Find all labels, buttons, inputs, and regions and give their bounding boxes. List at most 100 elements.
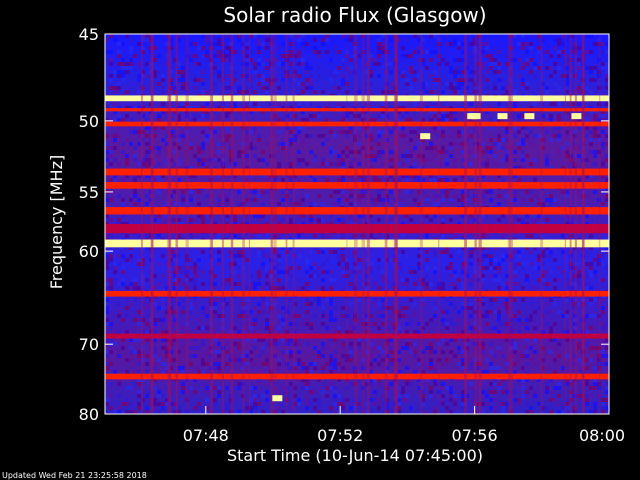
noise-cell bbox=[445, 342, 449, 346]
noise-cell bbox=[377, 234, 381, 238]
noise-cell bbox=[409, 378, 413, 382]
noise-cell bbox=[105, 286, 109, 290]
noise-cell bbox=[517, 218, 521, 222]
noise-cell bbox=[285, 34, 289, 38]
noise-cell bbox=[389, 314, 393, 318]
noise-cell bbox=[185, 322, 189, 326]
noise-cell bbox=[149, 298, 153, 302]
noise-cell bbox=[521, 42, 525, 46]
time-streak bbox=[285, 34, 288, 414]
noise-cell bbox=[581, 254, 585, 258]
noise-cell bbox=[517, 114, 521, 118]
noise-cell bbox=[257, 134, 261, 138]
noise-cell bbox=[469, 162, 473, 166]
chart-title: Solar radio Flux (Glasgow) bbox=[223, 3, 486, 27]
time-streak bbox=[270, 34, 273, 414]
noise-cell bbox=[205, 174, 209, 178]
noise-cell bbox=[117, 162, 121, 166]
noise-cell bbox=[253, 406, 257, 410]
noise-cell bbox=[573, 362, 577, 366]
noise-cell bbox=[337, 102, 341, 106]
noise-cell bbox=[205, 54, 209, 58]
noise-cell bbox=[145, 314, 149, 318]
noise-cell bbox=[397, 398, 401, 402]
noise-cell bbox=[437, 250, 441, 254]
noise-cell bbox=[489, 382, 493, 386]
noise-cell bbox=[565, 150, 569, 154]
noise-cell bbox=[469, 58, 473, 62]
noise-cell bbox=[437, 134, 441, 138]
noise-cell bbox=[305, 286, 309, 290]
noise-cell bbox=[389, 90, 393, 94]
noise-cell bbox=[133, 350, 137, 354]
noise-cell bbox=[581, 350, 585, 354]
noise-cell bbox=[477, 362, 481, 366]
noise-cell bbox=[549, 102, 553, 106]
noise-cell bbox=[441, 150, 445, 154]
noise-cell bbox=[293, 134, 297, 138]
noise-cell bbox=[493, 86, 497, 90]
noise-cell bbox=[253, 306, 257, 310]
noise-cell bbox=[577, 62, 581, 66]
noise-cell bbox=[465, 346, 469, 350]
noise-cell bbox=[321, 370, 325, 374]
noise-cell bbox=[137, 262, 141, 266]
noise-cell bbox=[349, 214, 353, 218]
noise-cell bbox=[509, 34, 513, 38]
noise-cell bbox=[117, 262, 121, 266]
noise-cell bbox=[533, 158, 537, 162]
noise-cell bbox=[377, 190, 381, 194]
noise-cell bbox=[237, 154, 241, 158]
noise-cell bbox=[229, 150, 233, 154]
noise-cell bbox=[177, 34, 181, 38]
noise-cell bbox=[257, 42, 261, 46]
noise-cell bbox=[209, 254, 213, 258]
noise-cell bbox=[137, 370, 141, 374]
noise-cell bbox=[473, 38, 477, 42]
noise-cell bbox=[277, 262, 281, 266]
noise-cell bbox=[153, 134, 157, 138]
noise-cell bbox=[141, 282, 145, 286]
noise-cell bbox=[501, 158, 505, 162]
noise-cell bbox=[521, 126, 525, 130]
noise-cell bbox=[581, 362, 585, 366]
noise-cell bbox=[545, 90, 549, 94]
noise-cell bbox=[597, 382, 601, 386]
noise-cell bbox=[437, 42, 441, 46]
noise-cell bbox=[589, 126, 593, 130]
noise-cell bbox=[149, 338, 153, 342]
noise-cell bbox=[189, 174, 193, 178]
noise-cell bbox=[481, 110, 485, 114]
noise-cell bbox=[601, 278, 605, 282]
noise-cell bbox=[297, 362, 301, 366]
noise-cell bbox=[297, 38, 301, 42]
noise-cell bbox=[301, 82, 305, 86]
noise-cell bbox=[241, 382, 245, 386]
noise-cell bbox=[197, 118, 201, 122]
noise-cell bbox=[349, 354, 353, 358]
noise-cell bbox=[533, 214, 537, 218]
noise-cell bbox=[521, 114, 525, 118]
noise-cell bbox=[233, 270, 237, 274]
noise-cell bbox=[465, 274, 469, 278]
noise-cell bbox=[485, 42, 489, 46]
noise-cell bbox=[441, 114, 445, 118]
noise-cell bbox=[217, 50, 221, 54]
noise-cell bbox=[573, 322, 577, 326]
time-streak bbox=[242, 34, 246, 414]
noise-cell bbox=[341, 82, 345, 86]
noise-cell bbox=[189, 234, 193, 238]
noise-cell bbox=[393, 234, 397, 238]
noise-cell bbox=[341, 354, 345, 358]
noise-cell bbox=[273, 118, 277, 122]
noise-cell bbox=[365, 314, 369, 318]
noise-cell bbox=[265, 254, 269, 258]
noise-cell bbox=[397, 102, 401, 106]
noise-cell bbox=[597, 134, 601, 138]
noise-cell bbox=[165, 46, 169, 50]
noise-cell bbox=[477, 310, 481, 314]
noise-cell bbox=[345, 134, 349, 138]
noise-cell bbox=[517, 318, 521, 322]
noise-cell bbox=[381, 258, 385, 262]
noise-cell bbox=[149, 130, 153, 134]
